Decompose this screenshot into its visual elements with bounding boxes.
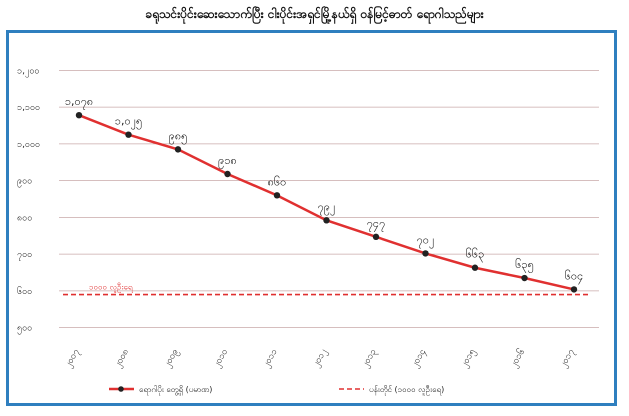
y-tick-label: ၆၀၀	[17, 286, 32, 297]
data-label: ၆၃၅	[515, 258, 534, 273]
data-point	[471, 264, 479, 271]
data-point	[372, 233, 380, 241]
data-label: ၉၈၅	[169, 129, 188, 144]
data-point	[174, 146, 182, 153]
x-tick-label: ၂၀၁၁	[261, 348, 280, 370]
data-point	[125, 131, 132, 138]
x-tick-label: ၂၀၀၈	[113, 348, 132, 371]
reference-line-label: ၁၀၀၀ လူဦးရေ	[89, 282, 133, 294]
legend-series-marker	[118, 386, 124, 392]
data-point	[224, 170, 231, 178]
x-tick-label: ၂၀၁၄	[410, 348, 429, 370]
y-tick-label: ၁,၁၀၀	[17, 103, 40, 113]
x-tick-label: ၂၀၀၇	[63, 348, 82, 370]
data-label: ၇၀၂	[417, 233, 435, 248]
x-tick-label: ၂၀၁၆	[508, 347, 528, 370]
x-tick-label: ၂၀၁၇	[558, 348, 577, 370]
data-label: ၇၄၇	[367, 217, 386, 232]
data-label: ၆၆၃	[466, 248, 485, 263]
data-label: ၈၆၀	[268, 175, 287, 188]
y-tick-label: ၇၀၀	[17, 250, 32, 261]
data-label: ၉၁၈	[218, 154, 237, 169]
y-tick-label: ၁,၂၀၀	[17, 66, 39, 77]
data-label: ၇၉၂	[318, 200, 336, 215]
x-tick-label: ၂၀၁၂	[311, 348, 330, 370]
data-point	[422, 250, 429, 257]
chart-frame: ၁,၂၀၀၁,၁၀၀၁,၀၀၀၉၀၀၈၀၀၇၀၀၆၀၀၅၀၀ ၁၀၀၀ လူဦးရ…	[6, 30, 617, 406]
data-label: ၁,၀၇၈	[65, 95, 93, 110]
y-tick-label: ၅၀၀	[17, 324, 32, 335]
x-tick-label: ၂၀၁၃	[360, 348, 379, 370]
y-tick-label: ၁,၀၀၀	[17, 140, 40, 150]
x-tick-label: ၂၀၀၉	[162, 348, 181, 370]
y-tick-label: ၉၀၀	[17, 177, 32, 188]
data-point	[521, 274, 528, 282]
chart-title: ခရုသင်းပိုင်းဆေးသောက်ပြီး ငါးပိုင်းအရှင်…	[145, 7, 484, 21]
data-label: ၆၀၄	[565, 269, 584, 284]
y-tick-label: ၈၀၀	[17, 213, 32, 223]
legend-series-label: ရောဂါပိုး တွေ့ရှိ (ပမာဏ)	[139, 384, 212, 396]
data-point	[570, 286, 578, 293]
data-point	[323, 217, 330, 224]
x-tick-label: ၂၀၁၀	[212, 348, 231, 370]
legend-reference-label: ပန်းတိုင် (၁၀၀၀ လူဦးရေ)	[369, 384, 444, 396]
x-tick-label: ၂၀၁၅	[459, 348, 478, 370]
data-point	[273, 192, 281, 199]
data-label: ၁,၀၂၅	[115, 115, 142, 130]
data-point	[75, 111, 83, 119]
